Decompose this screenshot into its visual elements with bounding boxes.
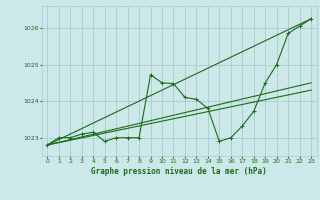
- X-axis label: Graphe pression niveau de la mer (hPa): Graphe pression niveau de la mer (hPa): [91, 167, 267, 176]
